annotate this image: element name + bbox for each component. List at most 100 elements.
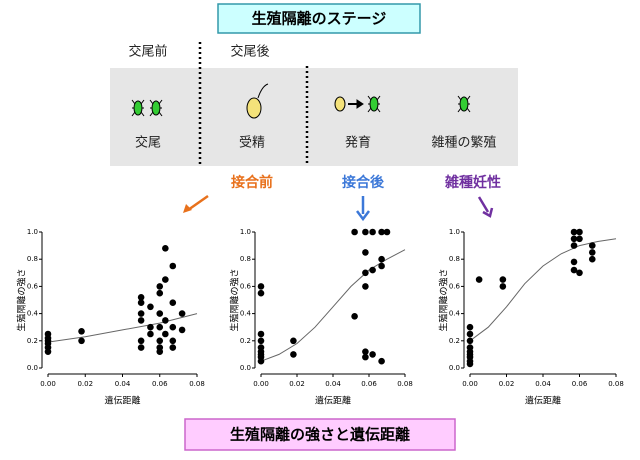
x-tick-label: 0.00 — [40, 380, 56, 388]
x-tick-label: 0.02 — [499, 380, 515, 388]
point — [137, 310, 145, 317]
point — [44, 330, 52, 338]
x-tick-label: 0.04 — [325, 380, 341, 388]
point — [169, 337, 177, 345]
point — [588, 249, 596, 256]
y-tick-label: 0.6 — [27, 282, 39, 290]
point — [378, 357, 385, 365]
fit-line — [47, 313, 198, 343]
point — [178, 326, 186, 334]
point — [378, 262, 385, 270]
y-tick-label: 0.0 — [449, 364, 460, 372]
x-tick-label: 0.00 — [253, 380, 269, 388]
point — [570, 228, 578, 236]
y-axis-label: 生殖隔離の強さ — [229, 268, 241, 331]
stage-label: 発育 — [345, 135, 371, 151]
x-tick-label: 0.06 — [572, 380, 588, 388]
point — [169, 323, 177, 331]
insect-icons — [131, 83, 471, 119]
y-tick-label: 0.8 — [449, 255, 460, 263]
point — [466, 323, 474, 331]
x-tick-label: 0.04 — [535, 380, 551, 388]
x-tick-label: 0.00 — [462, 380, 478, 388]
stage-panel — [110, 68, 518, 166]
point — [362, 348, 369, 355]
point — [156, 289, 164, 297]
point — [369, 228, 376, 236]
y-tick-label: 0.2 — [240, 337, 251, 345]
point — [178, 310, 186, 317]
x-axis-label: 遺伝距離 — [315, 395, 351, 407]
point — [351, 228, 358, 236]
x-axis-label: 遺伝距離 — [525, 395, 561, 407]
point — [588, 255, 596, 263]
point — [383, 228, 391, 236]
point — [499, 276, 507, 283]
point — [147, 303, 154, 311]
stage-label: 受精 — [239, 136, 265, 151]
point — [378, 228, 385, 236]
arrow — [477, 196, 490, 213]
point — [162, 245, 169, 252]
point — [169, 299, 177, 307]
y-tick-label: 0.8 — [240, 255, 251, 263]
point — [369, 351, 376, 358]
arrow-head — [356, 210, 370, 222]
y-tick-label: 0.8 — [27, 255, 38, 263]
point — [147, 330, 154, 338]
point — [576, 269, 583, 277]
point — [362, 269, 369, 277]
point — [570, 266, 578, 274]
x-tick-label: 0.06 — [152, 380, 168, 388]
title: 生殖隔離のステージ — [252, 10, 387, 28]
point — [257, 337, 265, 345]
stage-group-label: 交尾前 — [128, 44, 167, 60]
y-tick-label: 0.0 — [27, 364, 38, 372]
point — [570, 235, 578, 243]
point — [162, 317, 169, 324]
point — [351, 313, 358, 320]
footer-box — [184, 418, 456, 451]
y-tick-label: 0.6 — [449, 282, 461, 290]
point — [257, 289, 265, 297]
point — [137, 337, 145, 345]
point — [257, 330, 265, 338]
x-tick-label: 0.08 — [397, 380, 413, 388]
point — [137, 299, 145, 307]
point — [369, 266, 376, 274]
x-axis-label: 遺伝距離 — [104, 395, 140, 407]
point — [576, 235, 583, 243]
point — [257, 283, 265, 290]
point — [257, 357, 265, 365]
point — [290, 337, 297, 345]
y-tick-label: 0.4 — [27, 310, 39, 318]
point — [588, 242, 596, 249]
point — [362, 353, 369, 361]
y-axis-label: 生殖隔離の強さ — [16, 268, 28, 331]
point — [156, 348, 164, 355]
y-tick-label: 1.0 — [240, 228, 251, 236]
x-tick-label: 0.02 — [77, 380, 93, 388]
x-tick-label: 0.08 — [189, 380, 205, 388]
y-tick-label: 0.4 — [240, 310, 252, 318]
y-tick-label: 0.2 — [27, 337, 38, 345]
y-tick-label: 0.4 — [449, 310, 461, 318]
point — [78, 327, 85, 335]
y-tick-label: 0.6 — [240, 282, 252, 290]
x-tick-label: 0.02 — [289, 380, 305, 388]
point — [499, 283, 507, 290]
point — [475, 276, 483, 283]
x-tick-label: 0.08 — [608, 380, 624, 388]
point — [156, 323, 164, 331]
point — [466, 330, 474, 338]
point — [162, 330, 169, 338]
point — [137, 317, 145, 324]
point — [137, 344, 145, 351]
chart-title: 接合前 — [231, 174, 273, 191]
point — [162, 276, 169, 283]
point — [78, 337, 85, 345]
arrow-head — [183, 204, 192, 213]
y-tick-label: 0.2 — [449, 337, 460, 345]
point — [290, 351, 297, 358]
